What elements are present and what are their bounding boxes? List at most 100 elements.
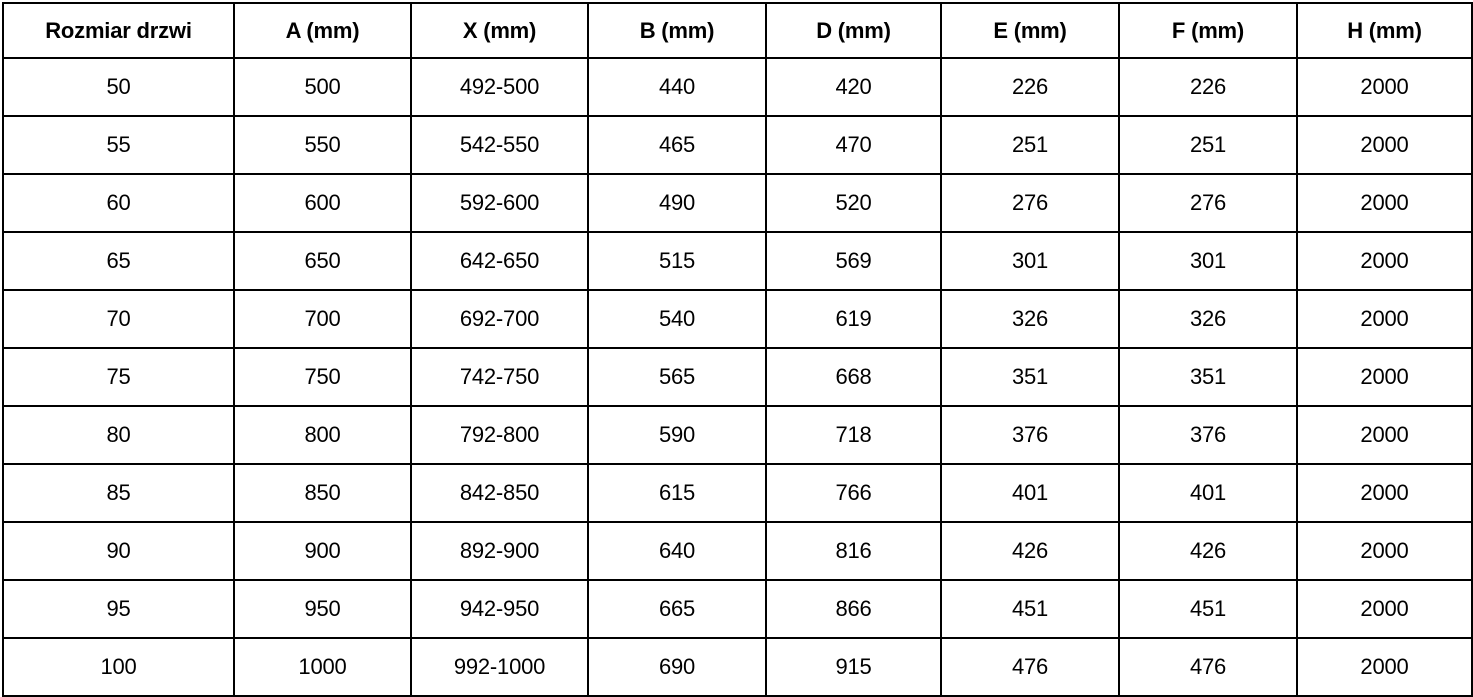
- table-row: 60 600 592-600 490 520 276 276 2000: [2, 173, 1473, 233]
- cell-h: 2000: [1296, 57, 1473, 117]
- cell-e: 226: [940, 57, 1120, 117]
- cell-x: 992-1000: [410, 637, 589, 697]
- cell-a: 700: [233, 289, 412, 349]
- cell-rozmiar-drzwi: 50: [2, 57, 235, 117]
- cell-h: 2000: [1296, 231, 1473, 291]
- table-row: 55 550 542-550 465 470 251 251 2000: [2, 115, 1473, 175]
- cell-a: 950: [233, 579, 412, 639]
- cell-b: 640: [587, 521, 767, 581]
- table-row: 65 650 642-650 515 569 301 301 2000: [2, 231, 1473, 291]
- column-header-h-mm: H (mm): [1296, 2, 1473, 59]
- cell-rozmiar-drzwi: 90: [2, 521, 235, 581]
- cell-f: 251: [1118, 115, 1298, 175]
- cell-x: 842-850: [410, 463, 589, 523]
- cell-f: 426: [1118, 521, 1298, 581]
- cell-h: 2000: [1296, 521, 1473, 581]
- cell-x: 942-950: [410, 579, 589, 639]
- cell-b: 540: [587, 289, 767, 349]
- table-row: 85 850 842-850 615 766 401 401 2000: [2, 463, 1473, 523]
- cell-f: 326: [1118, 289, 1298, 349]
- cell-x: 792-800: [410, 405, 589, 465]
- table-row: 70 700 692-700 540 619 326 326 2000: [2, 289, 1473, 349]
- cell-a: 650: [233, 231, 412, 291]
- cell-d: 915: [765, 637, 942, 697]
- column-header-rozmiar-drzwi: Rozmiar drzwi: [2, 2, 235, 59]
- cell-h: 2000: [1296, 405, 1473, 465]
- cell-b: 665: [587, 579, 767, 639]
- cell-a: 850: [233, 463, 412, 523]
- cell-rozmiar-drzwi: 65: [2, 231, 235, 291]
- cell-b: 565: [587, 347, 767, 407]
- table-row: 50 500 492-500 440 420 226 226 2000: [2, 57, 1473, 117]
- cell-h: 2000: [1296, 637, 1473, 697]
- cell-d: 766: [765, 463, 942, 523]
- cell-a: 900: [233, 521, 412, 581]
- cell-x: 542-550: [410, 115, 589, 175]
- cell-f: 276: [1118, 173, 1298, 233]
- cell-d: 866: [765, 579, 942, 639]
- cell-d: 420: [765, 57, 942, 117]
- table-body: 50 500 492-500 440 420 226 226 2000 55 5…: [2, 57, 1473, 697]
- cell-d: 569: [765, 231, 942, 291]
- cell-f: 226: [1118, 57, 1298, 117]
- cell-rozmiar-drzwi: 80: [2, 405, 235, 465]
- cell-d: 816: [765, 521, 942, 581]
- cell-f: 301: [1118, 231, 1298, 291]
- cell-rozmiar-drzwi: 55: [2, 115, 235, 175]
- cell-x: 892-900: [410, 521, 589, 581]
- cell-h: 2000: [1296, 115, 1473, 175]
- column-header-x-mm: X (mm): [410, 2, 589, 59]
- table-row: 90 900 892-900 640 816 426 426 2000: [2, 521, 1473, 581]
- table-row: 95 950 942-950 665 866 451 451 2000: [2, 579, 1473, 639]
- cell-e: 301: [940, 231, 1120, 291]
- cell-e: 276: [940, 173, 1120, 233]
- cell-x: 592-600: [410, 173, 589, 233]
- cell-e: 326: [940, 289, 1120, 349]
- table-header-row: Rozmiar drzwi A (mm) X (mm) B (mm) D (mm…: [2, 2, 1473, 59]
- cell-a: 600: [233, 173, 412, 233]
- cell-d: 718: [765, 405, 942, 465]
- cell-x: 692-700: [410, 289, 589, 349]
- cell-d: 520: [765, 173, 942, 233]
- table-row: 100 1000 992-1000 690 915 476 476 2000: [2, 637, 1473, 697]
- cell-e: 251: [940, 115, 1120, 175]
- cell-d: 619: [765, 289, 942, 349]
- column-header-f-mm: F (mm): [1118, 2, 1298, 59]
- column-header-a-mm: A (mm): [233, 2, 412, 59]
- cell-h: 2000: [1296, 347, 1473, 407]
- cell-f: 351: [1118, 347, 1298, 407]
- cell-a: 1000: [233, 637, 412, 697]
- cell-b: 690: [587, 637, 767, 697]
- cell-b: 440: [587, 57, 767, 117]
- cell-rozmiar-drzwi: 95: [2, 579, 235, 639]
- cell-e: 401: [940, 463, 1120, 523]
- cell-e: 351: [940, 347, 1120, 407]
- cell-e: 476: [940, 637, 1120, 697]
- cell-rozmiar-drzwi: 100: [2, 637, 235, 697]
- cell-e: 426: [940, 521, 1120, 581]
- cell-rozmiar-drzwi: 85: [2, 463, 235, 523]
- cell-f: 376: [1118, 405, 1298, 465]
- cell-e: 376: [940, 405, 1120, 465]
- cell-b: 590: [587, 405, 767, 465]
- cell-a: 550: [233, 115, 412, 175]
- cell-rozmiar-drzwi: 70: [2, 289, 235, 349]
- cell-f: 401: [1118, 463, 1298, 523]
- cell-a: 750: [233, 347, 412, 407]
- cell-a: 500: [233, 57, 412, 117]
- cell-x: 742-750: [410, 347, 589, 407]
- cell-b: 615: [587, 463, 767, 523]
- cell-d: 470: [765, 115, 942, 175]
- cell-b: 465: [587, 115, 767, 175]
- table-header: Rozmiar drzwi A (mm) X (mm) B (mm) D (mm…: [2, 2, 1473, 59]
- cell-e: 451: [940, 579, 1120, 639]
- column-header-b-mm: B (mm): [587, 2, 767, 59]
- cell-h: 2000: [1296, 463, 1473, 523]
- column-header-e-mm: E (mm): [940, 2, 1120, 59]
- table-row: 75 750 742-750 565 668 351 351 2000: [2, 347, 1473, 407]
- cell-rozmiar-drzwi: 60: [2, 173, 235, 233]
- cell-f: 451: [1118, 579, 1298, 639]
- cell-b: 490: [587, 173, 767, 233]
